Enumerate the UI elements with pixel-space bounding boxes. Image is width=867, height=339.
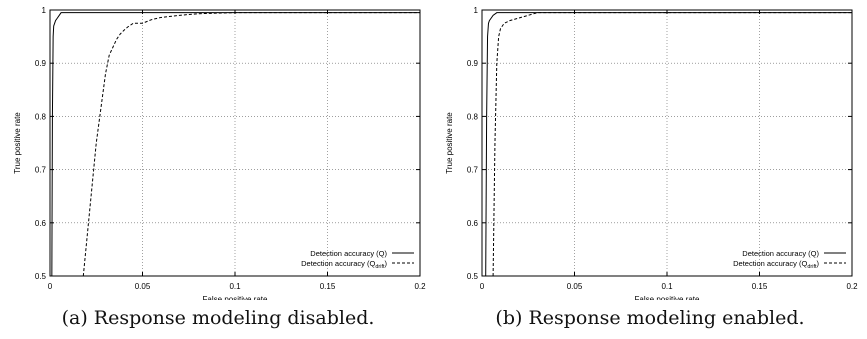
- legend-label-close: ): [817, 259, 820, 268]
- y-tick-label: 0.9: [35, 59, 47, 68]
- legend-label-main: Detection accuracy (Q: [733, 259, 807, 268]
- x-tick-label: 0.1: [661, 282, 673, 291]
- roc-chart-a: 0 0.05 0.1 0.15 0.2 0.5 0.6 0.7 0.8 0.9 1 False pos…: [13, 6, 426, 300]
- x-tick-label: 0.05: [135, 282, 151, 291]
- legend-label: Detection accuracy (Qdrift): [733, 259, 819, 270]
- x-tick-label: 0.2: [414, 282, 426, 291]
- y-tick-label: 0.5: [35, 272, 47, 281]
- x-axis-label: False positive rate: [635, 295, 700, 300]
- x-tick-label: 0.2: [846, 282, 858, 291]
- caption-b: (b) Response modeling enabled.: [495, 307, 805, 329]
- legend-label-subscript: drift: [807, 264, 817, 270]
- x-tick-label: 0.15: [320, 282, 336, 291]
- y-tick-label: 1: [42, 6, 47, 15]
- x-tick-label: 0: [48, 282, 53, 291]
- y-tick-label: 0.8: [35, 112, 47, 121]
- y-tick-label: 1: [474, 6, 479, 15]
- legend-label-main: Detection accuracy (Q: [301, 259, 375, 268]
- y-axis-label: True positive rate: [13, 112, 22, 174]
- series-line-qdrift: [82, 12, 420, 276]
- y-tick-label: 0.6: [35, 219, 47, 228]
- legend-label: Detection accuracy (Q): [742, 249, 819, 258]
- legend-label: Detection accuracy (Q): [310, 249, 387, 258]
- y-tick-label: 0.8: [467, 112, 479, 121]
- y-axis-label: True positive rate: [445, 112, 454, 174]
- y-tick-label: 0.7: [467, 166, 479, 175]
- roc-chart-b: 0 0.05 0.1 0.15 0.2 0.5 0.6 0.7 0.8 0.9 1 False pos…: [445, 6, 858, 300]
- series-line-qdrift: [492, 12, 852, 276]
- y-tick-label: 0.6: [467, 219, 479, 228]
- series-line-q: [51, 12, 420, 276]
- x-tick-label: 0.05: [567, 282, 583, 291]
- x-tick-label: 0.15: [752, 282, 768, 291]
- y-tick-label: 0.5: [467, 272, 479, 281]
- legend-label-close: ): [385, 259, 388, 268]
- series-line-q: [485, 12, 852, 276]
- legend-label: Detection accuracy (Qdrift): [301, 259, 387, 270]
- y-tick-label: 0.7: [35, 166, 47, 175]
- x-tick-label: 0: [480, 282, 485, 291]
- x-axis-label: False positive rate: [203, 295, 268, 300]
- chart-panel-a: 0 0.05 0.1 0.15 0.2 0.5 0.6 0.7 0.8 0.9 1 False pos…: [8, 0, 428, 300]
- caption-a: (a) Response modeling disabled.: [61, 307, 375, 329]
- chart-panel-b: 0 0.05 0.1 0.15 0.2 0.5 0.6 0.7 0.8 0.9 1 False pos…: [440, 0, 860, 300]
- legend-label-subscript: drift: [375, 264, 385, 270]
- y-tick-label: 0.9: [467, 59, 479, 68]
- x-tick-label: 0.1: [229, 282, 241, 291]
